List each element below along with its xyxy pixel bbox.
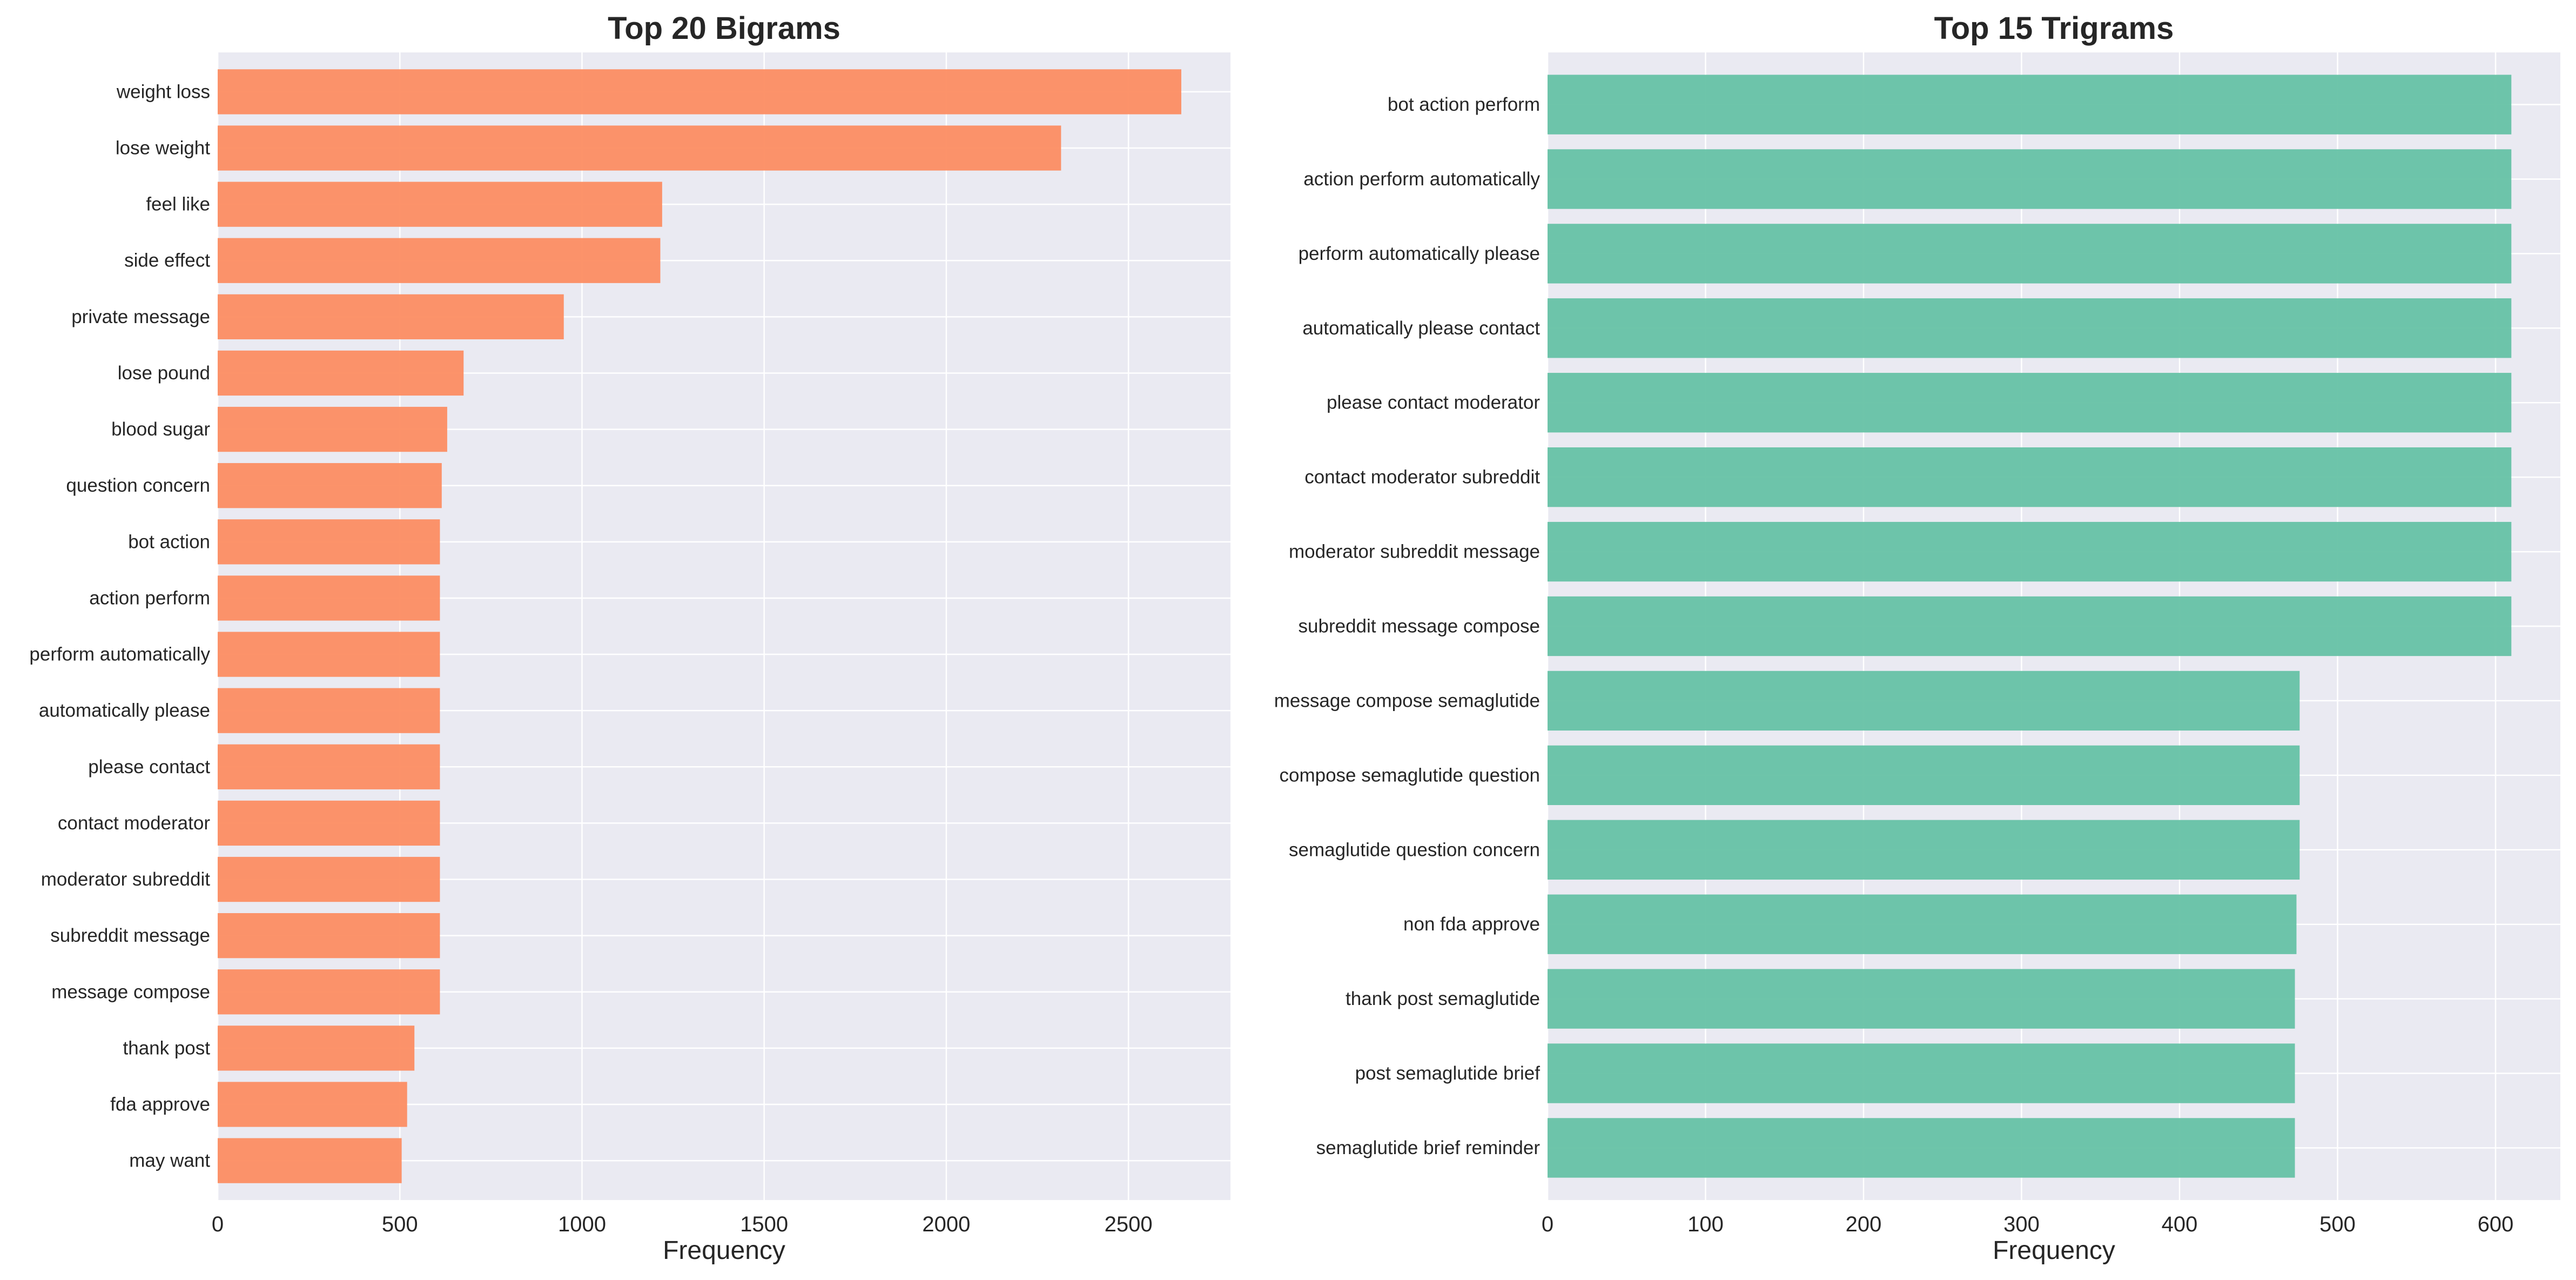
bigrams-chart-title: Top 20 Bigrams [608, 11, 840, 46]
bigrams-category-label: blood sugar [111, 419, 210, 440]
trigrams-x-tick-label: 100 [1687, 1212, 1724, 1236]
bigrams-category-label: perform automatically [29, 644, 210, 665]
trigrams-x-tick-label: 600 [2478, 1212, 2514, 1236]
bigrams-bar [218, 406, 447, 452]
trigrams-category-label: automatically please contact [1302, 318, 1540, 339]
trigrams-chart-title: Top 15 Trigrams [1934, 11, 2174, 46]
bigrams-category-label: lose weight [116, 138, 210, 159]
trigrams-bar [1548, 745, 2300, 806]
bigrams-x-tick-label: 1000 [558, 1212, 606, 1236]
bigrams-category-label: contact moderator [58, 813, 210, 834]
trigrams-category-label: please contact moderator [1327, 392, 1540, 413]
bigrams-x-tick-label: 0 [212, 1212, 224, 1236]
trigrams-category-label: contact moderator subreddit [1304, 467, 1540, 488]
bigrams-x-axis-label: Frequency [663, 1236, 785, 1265]
trigrams-category-label: non fda approve [1403, 914, 1540, 935]
bigrams-bar [218, 913, 440, 959]
trigrams-x-tick-label: 400 [2162, 1212, 2198, 1236]
bigrams-category-label: thank post [123, 1037, 211, 1058]
bigrams-bar [218, 632, 440, 677]
bigrams-category-label: private message [71, 306, 210, 327]
trigrams-category-label: action perform automatically [1303, 169, 1540, 190]
trigrams-category-label: moderator subreddit message [1289, 541, 1540, 562]
bigrams-panel: weight loss lose weight feel like side effe… [29, 11, 1230, 1265]
trigrams-x-tick-labels: 0 100 200 300 400 500 600 [1542, 1212, 2514, 1236]
bigrams-category-label: bot action [128, 531, 210, 552]
trigrams-x-tick-label: 0 [1542, 1212, 1553, 1236]
bigrams-bar [218, 856, 440, 902]
bigrams-category-label: weight loss [116, 81, 210, 102]
trigrams-bar [1548, 298, 2512, 358]
bigrams-category-labels: weight loss lose weight feel like side effe… [29, 81, 210, 1171]
trigrams-bar [1548, 596, 2512, 656]
trigrams-panel: bot action perform action perform automat… [1274, 11, 2560, 1265]
bigrams-bar [218, 350, 464, 396]
trigrams-bar [1548, 224, 2512, 284]
trigrams-category-label: bot action perform [1388, 94, 1540, 115]
bigrams-category-label: side effect [124, 250, 210, 271]
bigrams-bar [218, 1082, 407, 1127]
bigrams-category-label: moderator subreddit [41, 869, 210, 890]
bigrams-category-label: automatically please [39, 700, 210, 721]
bigrams-bar [218, 1026, 415, 1071]
bigrams-category-label: may want [129, 1150, 210, 1171]
bigrams-bar [218, 800, 440, 846]
trigrams-bar [1548, 1118, 2295, 1178]
trigrams-bar [1548, 447, 2512, 507]
trigrams-bar [1548, 969, 2295, 1029]
bigrams-x-tick-label: 2000 [922, 1212, 970, 1236]
bigrams-bar [218, 125, 1061, 171]
bigrams-bar [218, 69, 1181, 115]
trigrams-category-label: compose semaglutide question [1279, 765, 1540, 786]
trigrams-category-label: semaglutide question concern [1289, 839, 1540, 860]
trigrams-category-label: message compose semaglutide [1274, 690, 1540, 711]
bigrams-category-label: please contact [88, 756, 210, 778]
trigrams-x-tick-label: 500 [2319, 1212, 2356, 1236]
bigrams-bar [218, 1138, 402, 1183]
trigrams-category-label: subreddit message compose [1299, 616, 1540, 637]
bigrams-bar [218, 238, 661, 283]
bigrams-bar [218, 688, 440, 733]
bigrams-bar [218, 519, 440, 565]
bigrams-bar [218, 294, 564, 339]
bigrams-category-label: lose pound [118, 363, 210, 384]
trigrams-bars [1548, 75, 2512, 1178]
bigrams-bars [218, 69, 1181, 1183]
trigrams-category-labels: bot action perform action perform automat… [1274, 94, 1541, 1158]
trigrams-bar [1548, 1043, 2295, 1103]
trigrams-bar [1548, 820, 2300, 880]
trigrams-bar [1548, 373, 2512, 433]
bigrams-bar [218, 182, 662, 227]
bigrams-bar [218, 463, 442, 508]
bigrams-category-label: action perform [89, 587, 210, 608]
trigrams-x-axis-label: Frequency [1993, 1236, 2115, 1265]
trigrams-bar [1548, 894, 2297, 954]
bigrams-x-tick-label: 500 [382, 1212, 418, 1236]
trigrams-x-tick-label: 200 [1846, 1212, 1882, 1236]
bigrams-category-label: message compose [51, 981, 210, 1002]
trigrams-bar [1548, 671, 2300, 731]
bigrams-bar [218, 969, 440, 1015]
trigrams-category-label: post semaglutide brief [1355, 1063, 1541, 1084]
bigrams-x-tick-labels: 0 500 1000 1500 2000 2500 [212, 1212, 1153, 1236]
trigrams-x-tick-label: 300 [2003, 1212, 2040, 1236]
bigrams-x-tick-label: 1500 [740, 1212, 788, 1236]
trigrams-bar [1548, 75, 2512, 135]
trigrams-bar [1548, 521, 2512, 582]
trigrams-category-label: semaglutide brief reminder [1316, 1137, 1541, 1158]
bigrams-x-tick-label: 2500 [1105, 1212, 1153, 1236]
bigrams-category-label: question concern [66, 475, 210, 496]
trigrams-bar [1548, 149, 2512, 209]
bigrams-bar [218, 744, 440, 789]
bigrams-bar [218, 575, 440, 621]
trigrams-category-label: thank post semaglutide [1346, 988, 1540, 1009]
bigrams-category-label: subreddit message [50, 925, 210, 946]
bigrams-category-label: feel like [146, 194, 210, 215]
trigrams-category-label: perform automatically please [1299, 243, 1540, 264]
bigrams-category-label: fda approve [110, 1094, 210, 1115]
